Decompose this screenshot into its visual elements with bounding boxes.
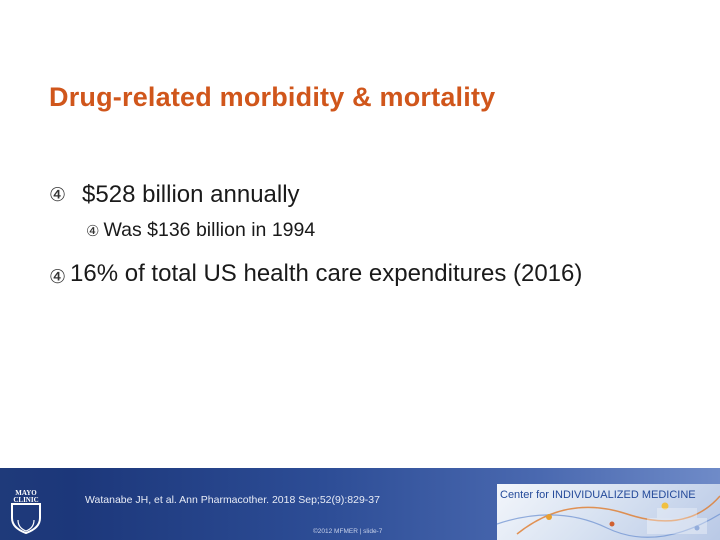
logo-text-mayo: MAYO	[15, 489, 37, 497]
bullet-marker: ④	[49, 267, 67, 288]
sub-bullet-marker: ④	[86, 223, 100, 240]
copyright: ©2012 MFMER | slide-7	[313, 528, 383, 535]
sub-bullet-text: Was $136 billion in 1994	[103, 219, 316, 241]
logo-text-clinic: CLINIC	[13, 496, 38, 504]
bullet-marker: ④	[49, 185, 67, 206]
citation: Watanabe JH, et al. Ann Pharmacother. 20…	[85, 494, 380, 506]
center-panel	[497, 484, 720, 540]
bullet-1-sub: ④ Was $136 billion in 1994	[86, 219, 315, 242]
bullet-text: 16% of total US health care expenditures…	[70, 260, 583, 287]
bullet-2: ④ 16% of total US health care expenditur…	[49, 259, 669, 293]
bullet-1: ④ $528 billion annually	[49, 181, 300, 209]
mayo-clinic-logo: MAYO CLINIC	[11, 489, 41, 534]
center-label: Center for INDIVIDUALIZED MEDICINE	[500, 489, 696, 501]
decorative-graphic	[497, 495, 720, 538]
bullet-text: $528 billion annually	[82, 181, 300, 208]
slide-title: Drug-related morbidity & mortality	[49, 82, 496, 112]
